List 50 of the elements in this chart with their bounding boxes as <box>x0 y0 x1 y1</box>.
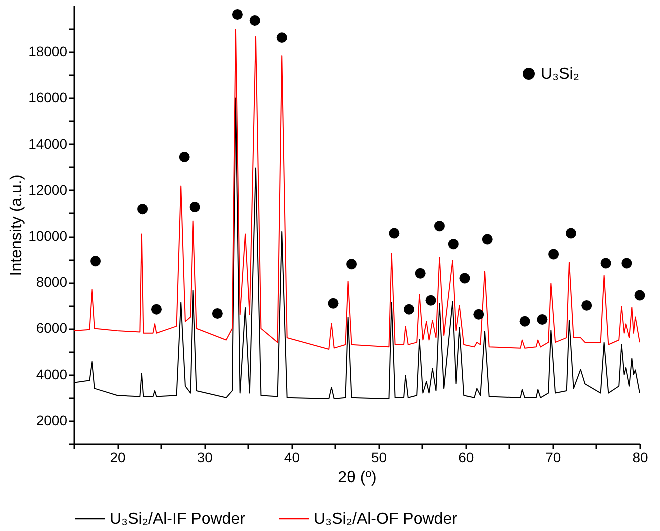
point <box>448 239 459 250</box>
legend-label: U₃Si₂/Al-OF Powder <box>314 511 458 528</box>
point <box>634 290 646 301</box>
point <box>328 298 339 309</box>
y-tick-label: 16000 <box>28 90 68 106</box>
y-tick-label: 6000 <box>36 320 68 336</box>
line-series <box>74 29 640 350</box>
point <box>151 304 162 315</box>
point <box>415 268 426 279</box>
point <box>474 309 484 320</box>
y-tick-label: 4000 <box>36 366 68 382</box>
point <box>346 259 358 270</box>
point <box>232 10 243 20</box>
x-axis-title: 2θ (º) <box>338 470 377 486</box>
point <box>520 316 530 327</box>
x-tick-label: 70 <box>546 450 562 466</box>
point <box>434 221 445 232</box>
x-tick-label: 30 <box>197 450 214 466</box>
y-tick-label: 18000 <box>28 44 68 60</box>
point <box>426 295 436 306</box>
point <box>250 16 260 26</box>
point <box>482 234 493 245</box>
point <box>190 202 200 212</box>
point <box>537 314 548 325</box>
y-tick-label: 2000 <box>36 412 68 428</box>
point <box>138 204 148 215</box>
point <box>212 308 223 319</box>
y-axis-title: Intensity (a.u.) <box>8 174 26 276</box>
point <box>389 228 400 239</box>
y-tick-label: 10000 <box>28 228 68 244</box>
point <box>276 32 288 44</box>
x-tick-label: 60 <box>458 450 474 466</box>
y-tick-label: 12000 <box>28 182 68 198</box>
point <box>179 152 190 162</box>
point <box>404 304 414 315</box>
point <box>582 300 592 311</box>
point <box>90 256 102 267</box>
point <box>622 258 632 269</box>
x-tick-label: 20 <box>110 450 126 466</box>
point <box>600 258 612 269</box>
y-tick-label: 8000 <box>36 274 68 290</box>
legend-label: U₃Si₂ <box>541 66 580 83</box>
legend-label: U₃Si₂/Al-IF Powder <box>110 511 246 528</box>
x-tick-label: 50 <box>371 450 388 466</box>
y-tick-label: 14000 <box>28 136 68 152</box>
point <box>566 228 576 239</box>
point <box>460 273 470 284</box>
x-tick-label: 80 <box>632 450 648 466</box>
x-tick-label: 40 <box>284 450 300 466</box>
point <box>548 249 560 260</box>
